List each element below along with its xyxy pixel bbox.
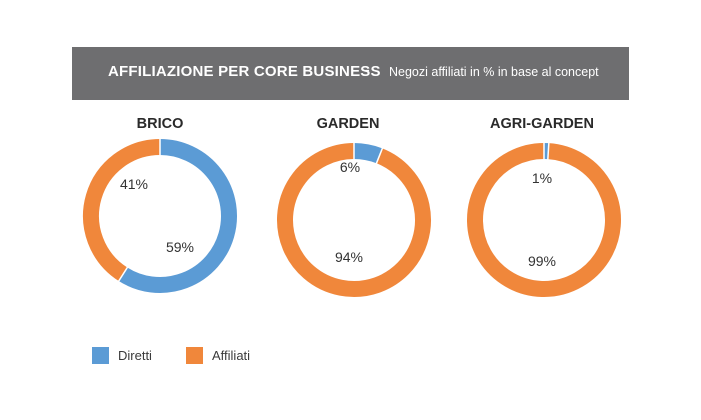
legend-swatch-diretti [92, 347, 109, 364]
slice-diretti-brico [118, 139, 237, 293]
data-label-diretti-garden: 6% [340, 159, 360, 175]
slice-affiliati-brico [83, 139, 161, 282]
data-label-affiliati-agri-garden: 99% [528, 253, 556, 269]
chart-title-agri-garden: AGRI-GARDEN [490, 116, 594, 132]
header-subtitle: Negozi affiliati in % in base al concept [389, 65, 599, 79]
chart-title-garden: GARDEN [316, 116, 380, 132]
chart-header: AFFILIAZIONE PER CORE BUSINESS - Negozi … [72, 47, 629, 100]
chart-title-brico: BRICO [136, 116, 184, 132]
data-label-affiliati-brico: 41% [120, 176, 148, 192]
data-label-diretti-agri-garden: 1% [532, 170, 552, 186]
slice-affiliati-garden [277, 143, 431, 297]
slice-affiliati-agri-garden [467, 143, 621, 297]
legend-swatch-affiliati [186, 347, 203, 364]
slice-separator [117, 266, 129, 283]
slice-diretti-garden [353, 143, 383, 164]
slice-separator [547, 142, 550, 161]
header-separator: - [365, 61, 370, 77]
data-label-affiliati-garden: 94% [335, 249, 363, 265]
legend-label-diretti: Diretti [118, 348, 152, 363]
legend-label-affiliati: Affiliati [212, 348, 251, 363]
header-title: AFFILIAZIONE PER CORE BUSINESS [108, 63, 381, 80]
data-label-diretti-brico: 59% [166, 239, 194, 255]
slice-separator [375, 147, 384, 165]
